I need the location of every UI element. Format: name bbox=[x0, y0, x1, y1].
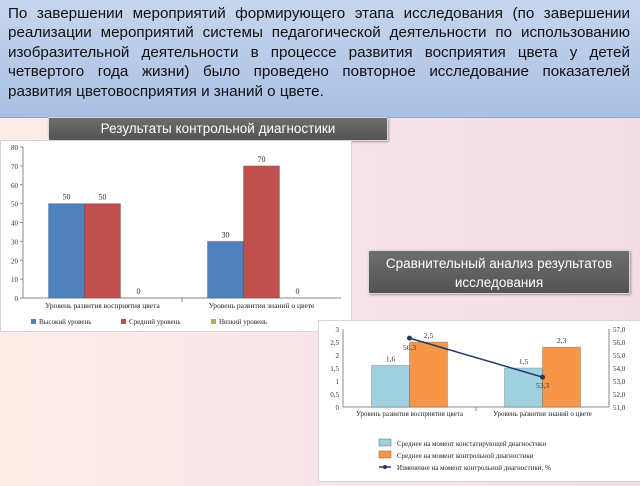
y-tick-label: 70 bbox=[11, 163, 19, 171]
y-tick-label: 60 bbox=[11, 182, 19, 190]
y-tick-label: 10 bbox=[11, 276, 19, 284]
y-tick-label: 50 bbox=[11, 201, 19, 209]
bar bbox=[48, 203, 85, 299]
comparative-analysis-label: Сравнительный анализ результатов исследо… bbox=[368, 250, 630, 294]
line-data-label: 56,3 bbox=[403, 343, 416, 352]
legend-label: Среднее на момент констатирующей диагнос… bbox=[397, 440, 546, 448]
y-tick-label: 0 bbox=[15, 295, 19, 303]
data-label: 50 bbox=[63, 193, 71, 202]
data-label: 2,3 bbox=[557, 336, 567, 345]
control-results-label: Результаты контрольной диагностики bbox=[48, 117, 388, 141]
y2-tick-label: 57,0 bbox=[613, 326, 626, 334]
y-tick-label: 30 bbox=[11, 238, 19, 246]
x-category-label: Уровень развития знаний о цвете bbox=[493, 410, 592, 418]
y-tick-label: 20 bbox=[11, 257, 19, 265]
y-tick-label: 40 bbox=[11, 220, 19, 228]
y2-tick-label: 55,0 bbox=[613, 352, 626, 360]
y2-tick-label: 51,0 bbox=[613, 404, 626, 412]
legend-label: Низкий уровень bbox=[219, 318, 267, 326]
data-label: 2,5 bbox=[424, 331, 434, 340]
line-data-label: 53,3 bbox=[536, 381, 549, 390]
bar bbox=[207, 240, 244, 299]
data-label: 50 bbox=[99, 193, 107, 202]
legend-label: Средний уровень bbox=[129, 318, 181, 326]
legend-label: Изменение на момент контрольной диагност… bbox=[397, 464, 551, 472]
y-tick-label: 3 bbox=[336, 326, 340, 334]
y-tick-label: 1 bbox=[336, 378, 340, 386]
legend-label: Высокий уровень bbox=[39, 318, 91, 326]
y-tick-label: 0,5 bbox=[330, 391, 339, 399]
bar bbox=[84, 203, 121, 299]
y2-tick-label: 52,0 bbox=[613, 391, 626, 399]
control-diagnostics-chart: 0 10 20 30 40 50 60 70 80 50 50 0 Уровень развития в… bbox=[0, 140, 352, 332]
data-label: 1,6 bbox=[386, 354, 396, 363]
bar bbox=[371, 364, 410, 408]
legend-swatch bbox=[378, 438, 392, 447]
legend-swatch bbox=[121, 319, 126, 324]
legend-swatch bbox=[378, 450, 392, 459]
y2-tick-label: 54,0 bbox=[613, 365, 626, 373]
legend-label: Среднее на момент контрольной диагностик… bbox=[397, 452, 534, 460]
data-label: 70 bbox=[258, 155, 266, 164]
data-label: 30 bbox=[222, 230, 230, 239]
y2-tick-label: 56,0 bbox=[613, 339, 626, 347]
legend-line-marker bbox=[383, 465, 387, 469]
y2-tick-label: 53,0 bbox=[613, 378, 626, 386]
x-category-label: Уровень развития восприятия цвета bbox=[356, 410, 464, 418]
bar bbox=[542, 346, 581, 408]
bar bbox=[504, 367, 543, 408]
x-category-label: Уровень развития восприятия цвета bbox=[45, 301, 160, 310]
y-tick-label: 1,5 bbox=[330, 365, 339, 373]
y-tick-label: 0 bbox=[336, 404, 340, 412]
data-label: 0 bbox=[137, 287, 141, 296]
intro-text: По завершении мероприятий формирующего э… bbox=[8, 5, 630, 100]
x-category-label: Уровень развития знаний о цвете bbox=[209, 301, 315, 310]
legend-swatch bbox=[211, 319, 216, 324]
line-point bbox=[540, 374, 545, 380]
y-tick-label: 80 bbox=[11, 144, 19, 152]
comparative-analysis-chart: 0 0,5 1 1,5 2 2,5 3 51,0 52,0 53,0 54,0 55,0 56,0 57,… bbox=[318, 320, 640, 482]
bar bbox=[243, 165, 280, 299]
line-point bbox=[407, 335, 412, 341]
change-line bbox=[409, 337, 543, 378]
y-tick-label: 2,5 bbox=[330, 339, 339, 347]
legend-swatch bbox=[31, 319, 36, 324]
bar bbox=[409, 341, 448, 408]
control-diagnostics-chart-svg: 0 10 20 30 40 50 60 70 80 50 50 0 Уровень развития в… bbox=[11, 144, 341, 326]
data-label: 0 bbox=[296, 287, 300, 296]
y-tick-label: 2 bbox=[336, 352, 340, 360]
data-label: 1,5 bbox=[519, 357, 529, 366]
intro-text-panel: По завершении мероприятий формирующего э… bbox=[0, 0, 640, 118]
comparative-analysis-chart-svg: 0 0,5 1 1,5 2 2,5 3 51,0 52,0 53,0 54,0 55,0 56,0 57,… bbox=[330, 326, 626, 472]
